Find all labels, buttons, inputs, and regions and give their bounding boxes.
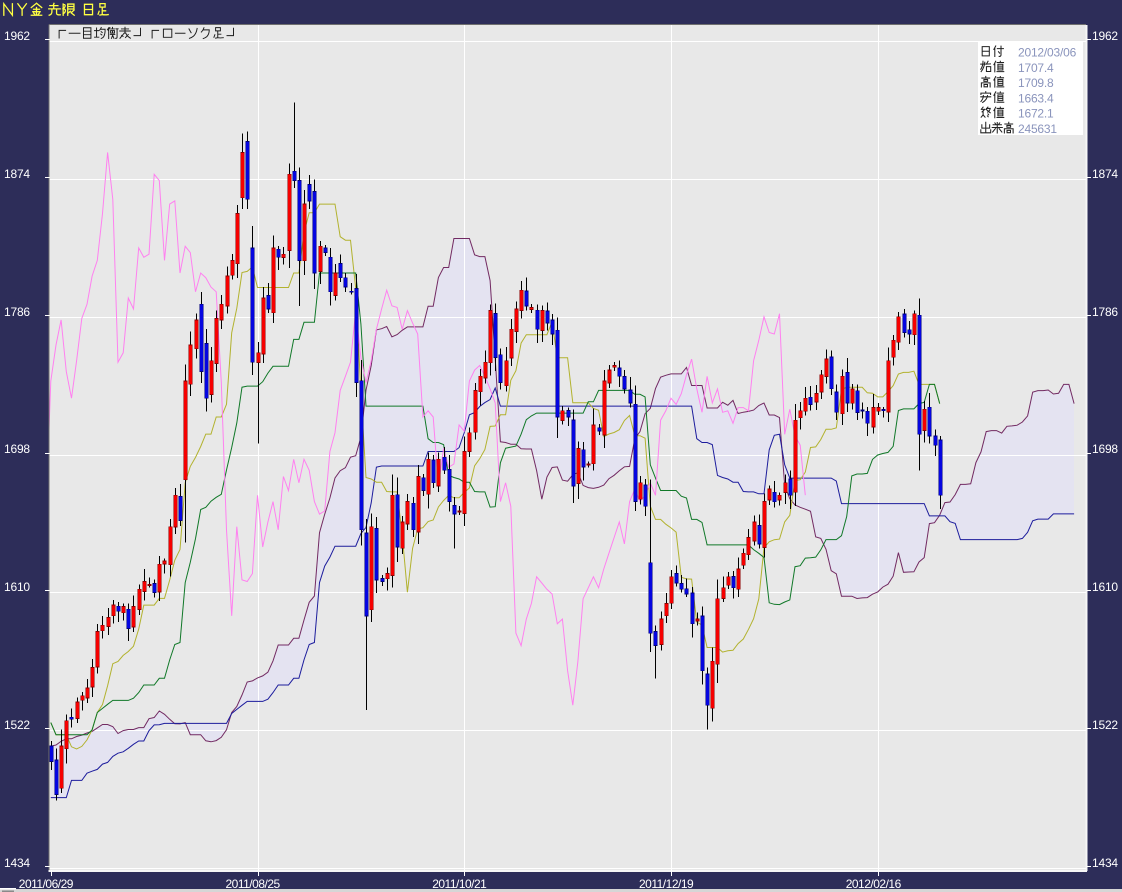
svg-text:2012/02/16: 2012/02/16 <box>846 877 902 891</box>
svg-text:1874: 1874 <box>1092 167 1118 181</box>
svg-text:1522: 1522 <box>1092 718 1118 732</box>
svg-text:2011/12/19: 2011/12/19 <box>639 877 694 891</box>
svg-text:1610: 1610 <box>4 580 30 594</box>
svg-text:1786: 1786 <box>1092 305 1118 319</box>
svg-text:1698: 1698 <box>1092 442 1118 456</box>
svg-text:2011/08/25: 2011/08/25 <box>226 877 281 891</box>
svg-text:1874: 1874 <box>4 167 30 181</box>
svg-text:1522: 1522 <box>4 718 30 732</box>
svg-text:1663.4: 1663.4 <box>1018 91 1054 105</box>
svg-text:1962: 1962 <box>1092 29 1118 43</box>
svg-text:1434: 1434 <box>4 856 30 870</box>
svg-text:1610: 1610 <box>1092 580 1118 594</box>
svg-text:1962: 1962 <box>4 29 30 43</box>
svg-text:1698: 1698 <box>4 442 30 456</box>
svg-text:1707.4: 1707.4 <box>1018 61 1054 75</box>
svg-text:2011/10/21: 2011/10/21 <box>432 877 487 891</box>
svg-text:2012/03/06: 2012/03/06 <box>1018 46 1077 60</box>
svg-text:245631: 245631 <box>1018 122 1057 136</box>
svg-text:1709.8: 1709.8 <box>1018 76 1054 90</box>
svg-text:1672.1: 1672.1 <box>1018 107 1054 121</box>
svg-text:2011/06/29: 2011/06/29 <box>19 877 74 891</box>
svg-text:1786: 1786 <box>4 305 30 319</box>
svg-text:1434: 1434 <box>1092 856 1118 870</box>
